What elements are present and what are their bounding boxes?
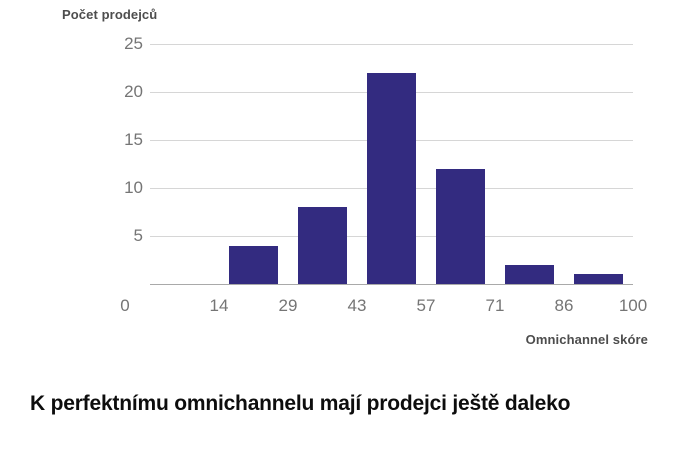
bar	[229, 245, 278, 284]
bar	[574, 274, 623, 284]
bar	[367, 72, 416, 284]
x-axis-baseline	[150, 284, 633, 285]
y-tick-label: 25	[124, 34, 143, 53]
bar-chart: Počet prodejců 25 20 15 10 5 0 14 29 43 57 71 86 100…	[62, 7, 648, 347]
y-tick-label: 20	[124, 82, 143, 101]
x-tick-label: 57	[416, 296, 436, 315]
x-tick-label: 86	[554, 296, 574, 315]
y-tick-label: 5	[133, 226, 143, 245]
y-tick-label: 10	[124, 178, 143, 197]
y-axis-title: Počet prodejců	[62, 7, 158, 22]
gridline	[150, 44, 633, 45]
bar	[298, 207, 347, 284]
x-tick-label: 43	[347, 296, 367, 315]
x-tick-label: 71	[485, 296, 505, 315]
chart-caption: K perfektnímu omnichannelu mají prodejci…	[30, 392, 571, 415]
x-tick-label: 29	[278, 296, 298, 315]
x-tick-label: 14	[209, 296, 229, 315]
y-tick-label: 15	[124, 130, 143, 149]
x-tick-label: 100	[618, 296, 648, 315]
x-tick-label: 0	[120, 296, 130, 315]
x-axis-title: Omnichannel skóre	[525, 332, 648, 347]
bar	[505, 264, 554, 284]
bar	[436, 168, 485, 284]
